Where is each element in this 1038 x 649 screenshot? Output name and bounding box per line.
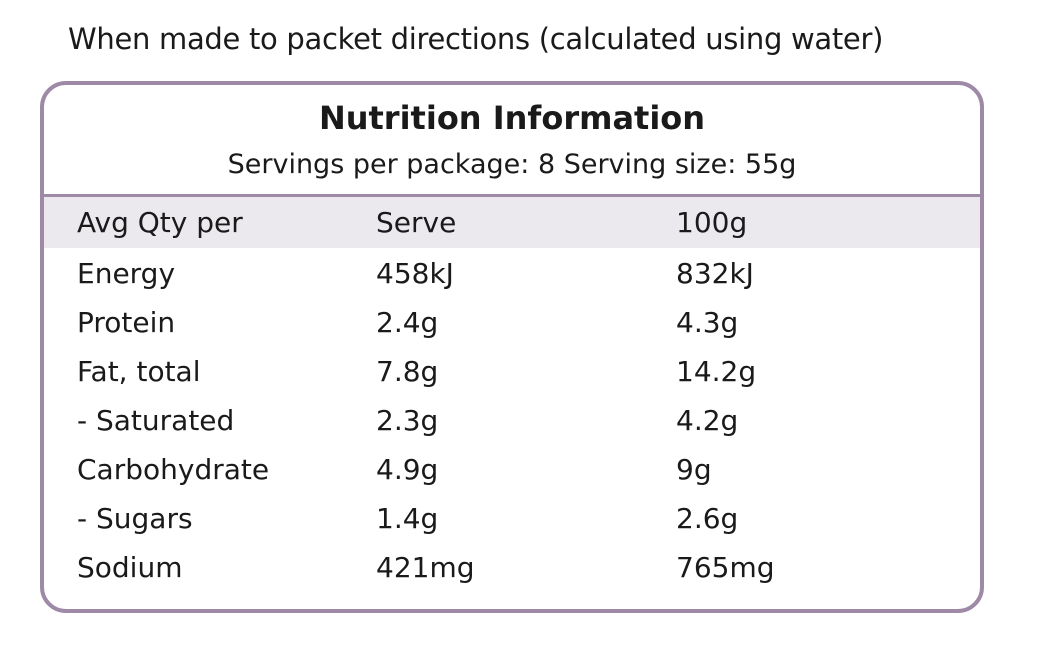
table-cell: - Saturated [77, 404, 235, 437]
table-cell: Protein [77, 306, 176, 339]
table-row: - Sugars 1.4g 2.6g [44, 493, 980, 542]
table-cell: Carbohydrate [77, 453, 270, 486]
table-cell: 4.9g [376, 453, 439, 486]
table-cell: 421mg [376, 551, 475, 584]
serving-info: Servings per package: 8 Serving size: 55… [227, 149, 797, 180]
table-cell: 7.8g [376, 355, 439, 388]
table-cell: 2.3g [376, 404, 439, 437]
table-row: Carbohydrate 4.9g 9g [44, 444, 980, 493]
table-cell: 14.2g [676, 355, 757, 388]
header-cell: Avg Qty per [77, 206, 243, 239]
table-cell: 1.4g [376, 502, 439, 535]
table-cell: - Sugars [77, 502, 193, 535]
nutrition-table: Avg Qty per Serve 100g Energy 458kJ 832kJ P… [44, 197, 980, 591]
divider [44, 194, 980, 197]
table-cell: 4.3g [676, 306, 739, 339]
header-cell: Serve [376, 206, 457, 239]
table-cell: 2.4g [376, 306, 439, 339]
table-cell: Fat, total [77, 355, 201, 388]
table-cell: 832kJ [676, 257, 754, 290]
caption: When made to packet directions (calculat… [68, 22, 884, 56]
table-cell: 9g [676, 453, 712, 486]
table-cell: Energy [77, 257, 176, 290]
table-cell: 4.2g [676, 404, 739, 437]
table-cell: 458kJ [376, 257, 454, 290]
table-header-row: Avg Qty per Serve 100g [44, 197, 980, 248]
table-cell: 765mg [676, 551, 775, 584]
table-cell: Sodium [77, 551, 183, 584]
panel-title: Nutrition Information [318, 99, 706, 137]
table-row: Energy 458kJ 832kJ [44, 248, 980, 297]
table-row: Protein 2.4g 4.3g [44, 297, 980, 346]
nutrition-panel: Nutrition Information Servings per packa… [40, 81, 984, 613]
table-cell: 2.6g [676, 502, 739, 535]
header-cell: 100g [676, 206, 748, 239]
table-row: Sodium 421mg 765mg [44, 542, 980, 591]
table-row: Fat, total 7.8g 14.2g [44, 346, 980, 395]
table-row: - Saturated 2.3g 4.2g [44, 395, 980, 444]
